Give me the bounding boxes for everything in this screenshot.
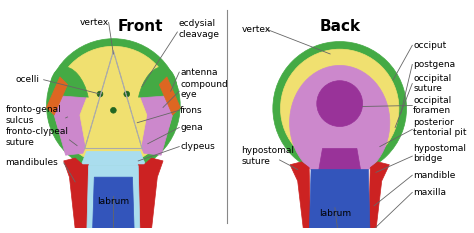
Ellipse shape bbox=[137, 67, 177, 135]
Ellipse shape bbox=[290, 65, 390, 180]
Text: occipital
foramen: occipital foramen bbox=[413, 96, 451, 115]
Polygon shape bbox=[81, 151, 146, 166]
Polygon shape bbox=[159, 77, 180, 115]
Text: mandibules: mandibules bbox=[6, 158, 58, 167]
Polygon shape bbox=[135, 96, 173, 155]
Text: Back: Back bbox=[319, 19, 360, 34]
Circle shape bbox=[54, 46, 173, 165]
Text: Front: Front bbox=[118, 19, 163, 34]
Polygon shape bbox=[319, 148, 361, 171]
Text: labrum: labrum bbox=[319, 209, 351, 218]
Text: occipital
suture: occipital suture bbox=[413, 74, 451, 93]
Text: vertex: vertex bbox=[241, 25, 271, 34]
Polygon shape bbox=[92, 177, 135, 233]
Text: posterior
tentorial pit: posterior tentorial pit bbox=[413, 118, 467, 137]
Polygon shape bbox=[54, 96, 92, 155]
Polygon shape bbox=[64, 158, 163, 233]
Ellipse shape bbox=[49, 67, 90, 135]
Text: compound
eye: compound eye bbox=[180, 80, 228, 99]
Circle shape bbox=[46, 39, 180, 172]
Circle shape bbox=[281, 49, 399, 168]
Text: hypostomal
bridge: hypostomal bridge bbox=[413, 144, 466, 163]
Text: labrum: labrum bbox=[97, 196, 129, 206]
Text: antenna: antenna bbox=[180, 68, 218, 77]
Text: frons: frons bbox=[180, 106, 203, 115]
Circle shape bbox=[273, 41, 407, 175]
Polygon shape bbox=[80, 98, 147, 151]
Polygon shape bbox=[87, 166, 140, 233]
Text: hypostomal
suture: hypostomal suture bbox=[241, 146, 294, 166]
Text: occiput: occiput bbox=[413, 41, 447, 50]
Text: gena: gena bbox=[180, 123, 203, 132]
Text: ecdysial
cleavage: ecdysial cleavage bbox=[178, 19, 219, 39]
Text: vertex: vertex bbox=[79, 18, 109, 27]
Text: fronto-clypeal
suture: fronto-clypeal suture bbox=[6, 127, 68, 147]
Circle shape bbox=[110, 107, 116, 113]
Text: postgena: postgena bbox=[413, 60, 456, 69]
Circle shape bbox=[124, 91, 129, 97]
Circle shape bbox=[317, 81, 363, 127]
Text: maxilla: maxilla bbox=[413, 188, 446, 197]
Text: mandible: mandible bbox=[413, 171, 456, 180]
Text: clypeus: clypeus bbox=[180, 142, 215, 151]
Text: fronto-genal
sulcus: fronto-genal sulcus bbox=[6, 105, 61, 125]
Polygon shape bbox=[309, 169, 370, 233]
Text: ocelli: ocelli bbox=[15, 75, 39, 84]
Polygon shape bbox=[290, 162, 389, 233]
Circle shape bbox=[97, 91, 103, 97]
Polygon shape bbox=[46, 77, 67, 115]
